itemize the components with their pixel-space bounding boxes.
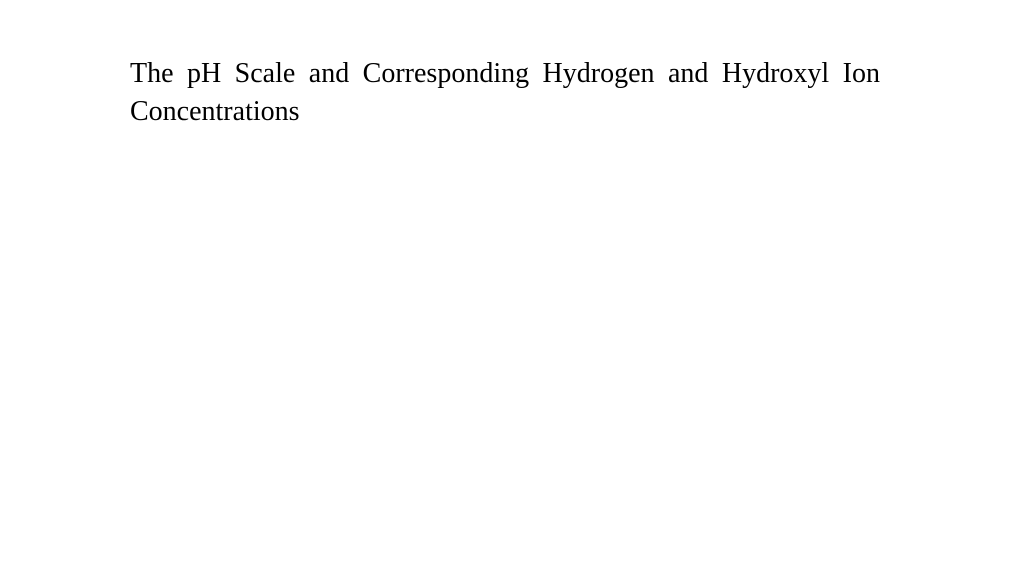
title-container: The pH Scale and Corresponding Hydrogen …: [130, 55, 880, 131]
slide-title: The pH Scale and Corresponding Hydrogen …: [130, 55, 880, 131]
